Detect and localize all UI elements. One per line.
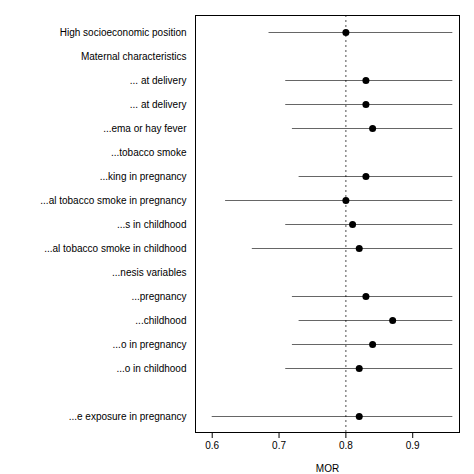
svg-text:... at delivery: ... at delivery bbox=[130, 99, 187, 110]
svg-text:...al tobacco smoke in childho: ...al tobacco smoke in childhood bbox=[44, 243, 186, 254]
svg-text:...al tobacco smoke in pregnan: ...al tobacco smoke in pregnancy bbox=[40, 195, 186, 206]
svg-text:0.8: 0.8 bbox=[339, 440, 353, 451]
svg-text:...e exposure in pregnancy: ...e exposure in pregnancy bbox=[69, 411, 187, 422]
svg-text:...o in childhood: ...o in childhood bbox=[116, 363, 186, 374]
svg-text:...pregnancy: ...pregnancy bbox=[131, 291, 186, 302]
svg-text:...s in childhood: ...s in childhood bbox=[117, 219, 187, 230]
svg-text:...nesis variables: ...nesis variables bbox=[112, 267, 186, 278]
svg-text:MOR: MOR bbox=[316, 463, 339, 474]
svg-text:...tobacco smoke: ...tobacco smoke bbox=[111, 147, 187, 158]
svg-text:0.7: 0.7 bbox=[272, 440, 286, 451]
svg-text:...childhood: ...childhood bbox=[135, 315, 186, 326]
svg-text:...o in pregnancy: ...o in pregnancy bbox=[113, 339, 187, 350]
svg-text:Maternal characteristics: Maternal characteristics bbox=[81, 51, 187, 62]
svg-text:0.9: 0.9 bbox=[406, 440, 420, 451]
svg-text:... at delivery: ... at delivery bbox=[130, 75, 187, 86]
svg-text:...ema or hay fever: ...ema or hay fever bbox=[103, 123, 187, 134]
svg-text:...king in pregnancy: ...king in pregnancy bbox=[100, 171, 187, 182]
svg-text:0.6: 0.6 bbox=[205, 440, 219, 451]
svg-text:High socioeconomic position: High socioeconomic position bbox=[60, 27, 187, 38]
